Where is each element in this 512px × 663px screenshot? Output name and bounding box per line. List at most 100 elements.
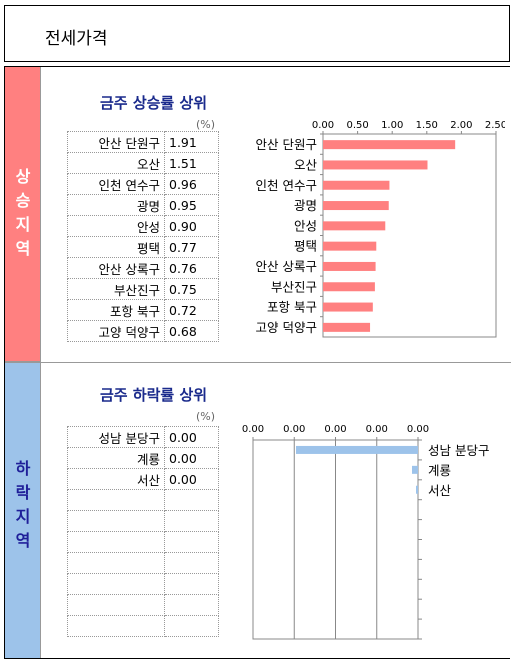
side-char: 승 <box>15 191 31 210</box>
bar <box>323 261 376 271</box>
region-name: 인천 연수구 <box>67 173 165 195</box>
region-name <box>67 594 165 616</box>
table-row <box>67 615 219 637</box>
category-label: 고양 덕양구 <box>256 320 317 335</box>
change-value: 0.72 <box>164 299 219 321</box>
region-name: 부산진구 <box>67 278 165 300</box>
change-value: 0.00 <box>164 426 219 448</box>
change-value <box>164 573 219 595</box>
change-value: 0.68 <box>164 320 219 342</box>
table-row <box>67 510 219 532</box>
table-row <box>67 594 219 616</box>
bar <box>323 180 390 190</box>
change-value: 1.91 <box>164 131 219 153</box>
table-row: 오산 1.51 <box>67 152 219 174</box>
category-label: 계룡 <box>428 463 451 478</box>
change-value: 0.00 <box>164 468 219 490</box>
region-name: 오산 <box>67 152 165 174</box>
change-value: 0.96 <box>164 173 219 195</box>
bar <box>323 221 386 231</box>
change-value: 0.75 <box>164 278 219 300</box>
change-value: 1.51 <box>164 152 219 174</box>
x-tick-label: 0.00 <box>407 424 429 435</box>
table-row: 계룡 0.00 <box>67 447 219 469</box>
category-label: 안산 단원구 <box>256 137 317 152</box>
table-row: 광명 0.95 <box>67 194 219 216</box>
category-label: 광명 <box>294 198 317 213</box>
side-char: 역 <box>15 531 31 550</box>
side-char: 역 <box>15 239 31 258</box>
rise-table: 안산 단원구 1.91 오산 1.51 인천 연수구 0.96 광명 0.95 안성 0.90 평택… <box>67 131 219 342</box>
fall-unit: (%) <box>196 410 216 423</box>
x-tick-label: 0.00 <box>283 424 305 435</box>
category-label: 평택 <box>294 239 317 254</box>
x-tick-label: 0.00 <box>324 424 346 435</box>
region-name: 안산 상록구 <box>67 257 165 279</box>
region-name: 고양 덕양구 <box>67 320 165 342</box>
change-value: 0.90 <box>164 215 219 237</box>
change-value: 0.95 <box>164 194 219 216</box>
table-row: 포항 북구 0.72 <box>67 299 219 321</box>
x-tick-label: 2.00 <box>450 120 472 131</box>
change-value <box>164 531 219 553</box>
x-tick-label: 0.50 <box>346 120 368 131</box>
table-row: 안산 단원구 1.91 <box>67 131 219 153</box>
bar <box>323 201 389 211</box>
side-char: 하 <box>15 459 31 478</box>
category-label: 안성 <box>294 218 317 233</box>
table-row <box>67 573 219 595</box>
table-row: 고양 덕양구 0.68 <box>67 320 219 342</box>
region-name: 광명 <box>67 194 165 216</box>
category-label: 성남 분당구 <box>428 443 489 458</box>
region-name: 평택 <box>67 236 165 258</box>
table-row: 서산 0.00 <box>67 468 219 490</box>
page-title: 전세가격 <box>45 29 108 49</box>
side-char: 락 <box>15 483 31 502</box>
rise-unit: (%) <box>196 118 216 131</box>
bar <box>323 282 375 292</box>
bar <box>323 322 371 332</box>
change-value: 0.77 <box>164 236 219 258</box>
region-name <box>67 489 165 511</box>
region-name: 성남 분당구 <box>67 426 165 448</box>
bar <box>323 140 456 150</box>
region-name: 안산 단원구 <box>67 131 165 153</box>
x-tick-label: 0.00 <box>242 424 264 435</box>
bar <box>323 160 428 170</box>
region-name: 안성 <box>67 215 165 237</box>
category-label: 인천 연수구 <box>256 178 317 193</box>
category-label: 부산진구 <box>271 279 317 294</box>
section-divider <box>5 362 511 363</box>
rise-title: 금주 상승률 상위 <box>100 94 208 112</box>
change-value: 0.76 <box>164 257 219 279</box>
side-char: 상 <box>15 167 31 186</box>
region-name <box>67 552 165 574</box>
page-header: 전세가격 <box>4 5 510 62</box>
change-value <box>164 489 219 511</box>
region-name: 포항 북구 <box>67 299 165 321</box>
table-row: 인천 연수구 0.96 <box>67 173 219 195</box>
table-row: 평택 0.77 <box>67 236 219 258</box>
x-tick-label: 0.00 <box>366 424 388 435</box>
table-row: 부산진구 0.75 <box>67 278 219 300</box>
category-label: 오산 <box>294 157 318 172</box>
side-char: 지 <box>15 215 31 234</box>
change-value <box>164 615 219 637</box>
region-name <box>67 531 165 553</box>
change-value <box>164 552 219 574</box>
x-tick-label: 1.50 <box>416 120 438 131</box>
category-label: 서산 <box>428 483 452 498</box>
region-name <box>67 615 165 637</box>
bar <box>323 302 373 312</box>
region-name: 서산 <box>67 468 165 490</box>
table-row: 안성 0.90 <box>67 215 219 237</box>
region-name: 계룡 <box>67 447 165 469</box>
fall-table: 성남 분당구 0.00 계룡 0.00 서산 0.00 <box>67 426 219 637</box>
table-row <box>67 531 219 553</box>
